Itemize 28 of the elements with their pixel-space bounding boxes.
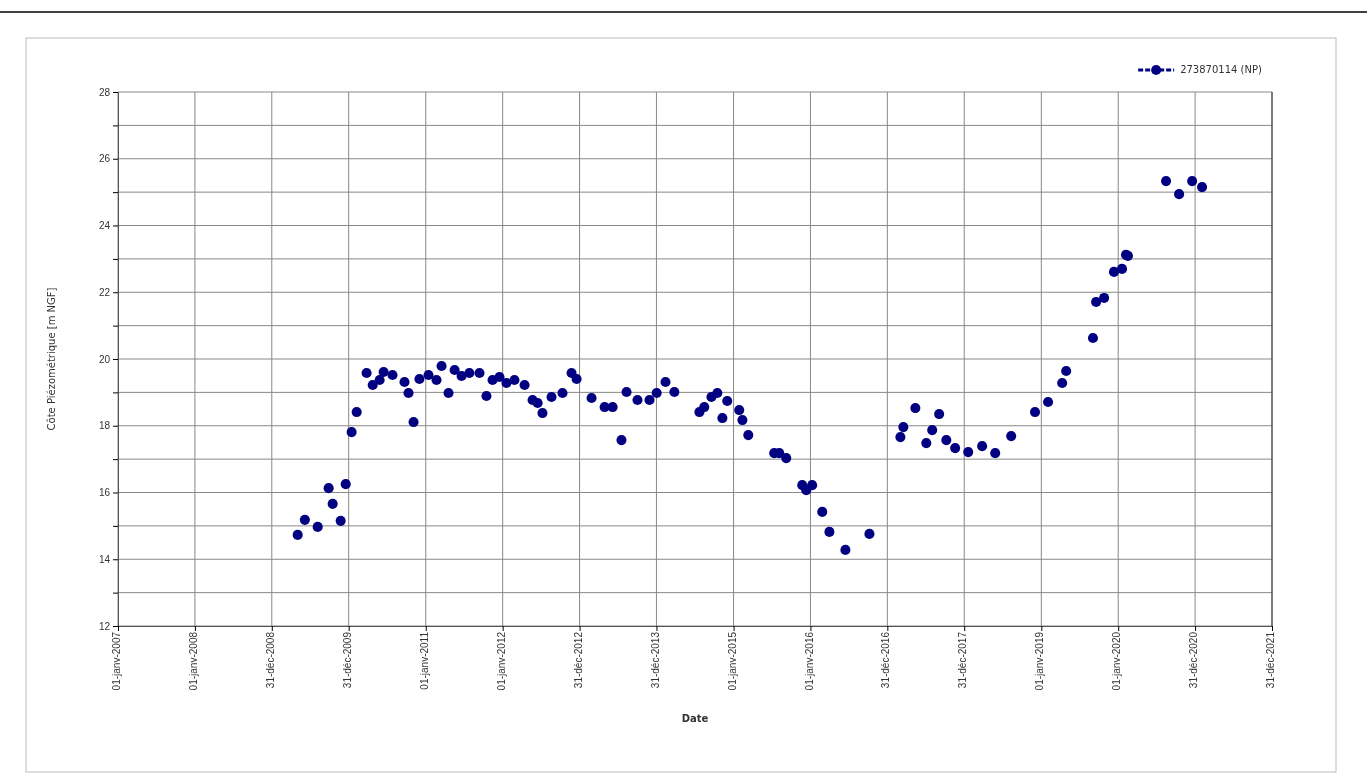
y-tick-label: 20 (98, 353, 111, 365)
x-tick-label: 31-déc-2021 (1265, 631, 1277, 689)
x-tick-label: 31-déc-2017 (957, 631, 969, 689)
x-tick-label: 31-déc-2012 (572, 631, 584, 689)
y-tick-label: 12 (98, 620, 111, 632)
x-tick-label: 31-déc-2020 (1188, 631, 1200, 689)
x-tick-label: 01-janv-2011 (418, 631, 430, 690)
x-tick-label: 31-déc-2016 (880, 631, 892, 689)
x-tick-label: 01-janv-2019 (1034, 631, 1046, 691)
y-tick-label: 28 (98, 86, 111, 98)
x-tick-label: 01-janv-2007 (111, 631, 123, 691)
x-tick-label: 31-déc-2013 (649, 631, 661, 689)
x-tick-label: 01-janv-2020 (1111, 631, 1123, 691)
legend-label: 273870114 (NP) (1180, 64, 1262, 75)
x-tick-label: 01-janv-2016 (803, 631, 815, 691)
y-axis-title: Côte Piézométrique [m NGF] (46, 287, 57, 431)
y-tick-label: 26 (98, 153, 111, 165)
x-tick-label: 31-déc-2009 (341, 631, 353, 689)
y-tick-label: 24 (98, 220, 111, 232)
y-tick-label: 16 (98, 487, 111, 499)
x-tick-label: 01-janv-2012 (495, 631, 507, 691)
x-tick-label: 01-janv-2015 (726, 631, 738, 691)
x-axis-title: Date (681, 713, 709, 724)
y-tick-label: 18 (98, 420, 111, 432)
x-tick-label: 31-déc-2008 (264, 631, 276, 689)
x-tick-label: 01-janv-2008 (188, 631, 200, 691)
y-tick-label: 22 (98, 286, 111, 298)
y-tick-label: 14 (98, 553, 111, 565)
